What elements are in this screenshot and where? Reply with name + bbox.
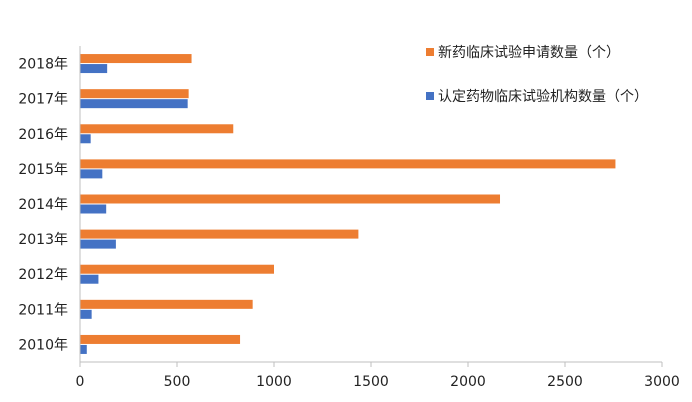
bar-institutions [80,274,99,284]
y-tick-label: 2013年 [18,232,68,248]
y-tick-label: 2017年 [18,92,68,108]
bars-group [80,54,616,354]
bar-institutions [80,204,107,214]
y-tick-label: 2011年 [18,302,68,318]
y-tick-label: 2010年 [18,337,68,353]
legend: 新药临床试验申请数量（个） 认定药物临床试验机构数量（个） [426,45,648,105]
bar-institutions [80,169,103,179]
bar-applications [80,159,616,169]
bar-applications [80,264,274,274]
bar-institutions [80,134,91,144]
bar-applications [80,194,501,204]
bar-applications [80,229,359,239]
x-tick-labels: 0 500 1000 1500 2000 2500 3000 [76,362,680,390]
bar-institutions [80,239,116,249]
bar-applications [80,54,192,64]
x-tick-label: 500 [164,374,191,390]
bar-institutions [80,64,108,74]
legend-swatch-series-1 [426,48,434,56]
legend-label-series-1: 新药临床试验申请数量（个） [438,45,620,61]
y-tick-label: 2014年 [18,197,68,213]
y-tick-label: 2012年 [18,267,68,283]
x-tick-label: 0 [76,374,85,390]
x-tick-label: 2500 [547,374,583,390]
bar-institutions [80,309,92,319]
legend-label-series-2: 认定药物临床试验机构数量（个） [438,89,648,105]
x-tick-label: 2000 [450,374,486,390]
bar-applications [80,334,241,344]
y-tick-label: 2016年 [18,127,68,143]
y-tick-labels: 2018年 2017年 2016年 2015年 2014年 2013年 2012年 2011年… [18,57,68,354]
bar-institutions [80,99,188,109]
bar-institutions [80,344,87,354]
bar-applications [80,89,189,99]
bar-applications [80,124,234,134]
y-tick-label: 2018年 [18,57,68,73]
x-tick-label: 1500 [353,374,389,390]
y-tick-label: 2015年 [18,162,68,178]
legend-swatch-series-2 [426,92,434,100]
x-tick-label: 3000 [644,374,680,390]
bar-applications [80,299,253,309]
x-tick-label: 1000 [256,374,292,390]
